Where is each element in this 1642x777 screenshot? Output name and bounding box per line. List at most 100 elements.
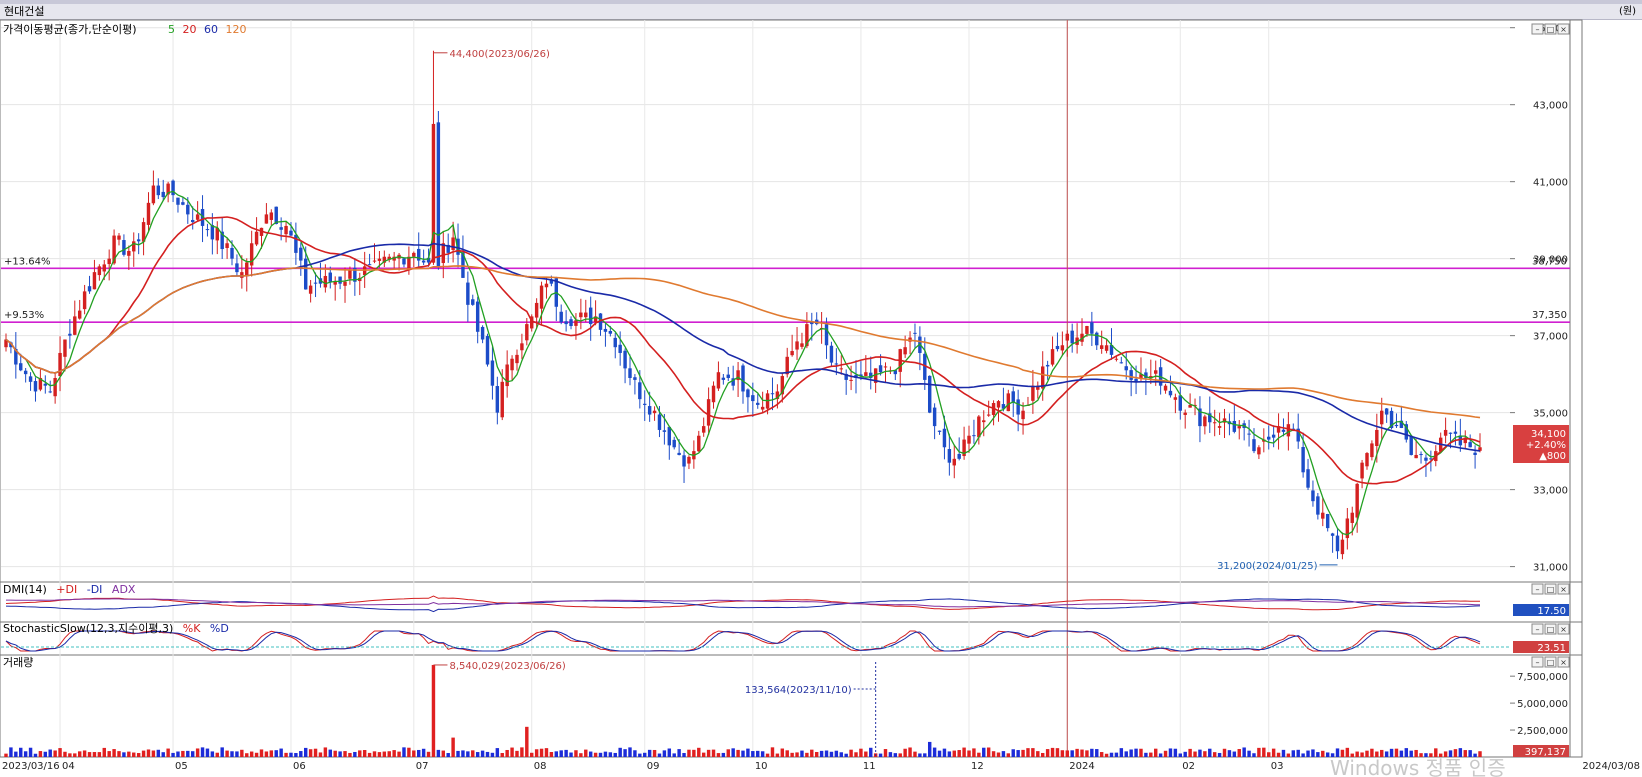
candle-body <box>53 377 57 397</box>
svg-text:□: □ <box>1547 658 1555 667</box>
volume-bar <box>348 752 352 757</box>
volume-bar <box>358 750 362 757</box>
candle-body <box>14 348 18 365</box>
candle-body <box>1355 483 1359 518</box>
volume-bar <box>544 748 549 757</box>
candle-body <box>913 332 917 334</box>
close-button[interactable]: × <box>1557 656 1570 668</box>
volume-bar <box>510 747 514 757</box>
candle-body <box>475 301 480 332</box>
month-label: 2024 <box>1069 761 1094 772</box>
volume-mark-annotation: 133,564(2023/11/10) <box>745 662 877 757</box>
volume-tick-label: 5,000,000 <box>1517 699 1568 710</box>
volume-bar <box>362 750 367 757</box>
candle-body <box>1276 426 1281 433</box>
price-tick-label: 43,000 <box>1533 101 1568 112</box>
maximize-button[interactable]: □ <box>1544 23 1557 35</box>
volume-bar <box>706 749 711 757</box>
candle-body <box>672 439 676 448</box>
candle-body <box>716 372 721 389</box>
volume-bar <box>23 751 28 757</box>
close-button[interactable]: × <box>1557 583 1570 595</box>
candle-body <box>431 123 436 263</box>
candle-body <box>932 407 937 427</box>
volume-bar <box>328 749 332 757</box>
volume-bar <box>1168 748 1173 757</box>
volume-bar <box>1350 753 1354 757</box>
volume-bar <box>1031 748 1035 757</box>
level-lower-value: 37,350 <box>1532 310 1567 321</box>
volume-bar <box>132 752 136 757</box>
candle-body <box>77 310 82 319</box>
volume-bar <box>947 751 952 757</box>
volume-bar <box>1345 747 1350 757</box>
candle-body <box>1257 447 1261 455</box>
candle-body <box>284 225 288 235</box>
volume-bar <box>859 748 863 757</box>
candle-body <box>156 185 161 196</box>
volume-bar <box>1154 748 1158 757</box>
volume-bar <box>274 750 278 757</box>
dmi-last-value: 17.50 <box>1537 606 1566 617</box>
close-button[interactable]: × <box>1557 23 1570 35</box>
volume-bar <box>898 753 902 757</box>
candle-body <box>780 376 785 395</box>
level-lower-pct: +9.53% <box>4 310 44 321</box>
maximize-button[interactable]: □ <box>1544 623 1557 635</box>
candle-body <box>240 272 244 278</box>
price-panel[interactable] <box>0 19 1583 583</box>
candle-body <box>28 376 33 382</box>
volume-bar <box>1438 753 1443 757</box>
price-tick-label: 37,000 <box>1533 332 1568 343</box>
candle-body <box>38 377 43 390</box>
volume-bar <box>731 748 735 757</box>
volume-bar <box>186 750 190 757</box>
candle-body <box>471 299 475 305</box>
volume-bar <box>1384 751 1389 757</box>
volume-bar <box>883 749 888 757</box>
minimize-button[interactable]: – <box>1531 656 1544 668</box>
volume-bar <box>343 751 347 757</box>
volume-bar <box>1458 748 1463 757</box>
svg-text:–: – <box>1536 585 1540 594</box>
volume-bar <box>1129 749 1133 757</box>
minimize-button[interactable]: – <box>1531 623 1544 635</box>
volume-bar <box>475 752 480 757</box>
volume-bar <box>397 751 401 757</box>
volume-bar <box>1109 752 1114 757</box>
candle-body <box>377 258 382 261</box>
volume-bar <box>539 748 544 757</box>
candle-body <box>1380 410 1384 425</box>
candle-body <box>927 375 932 413</box>
maximize-button[interactable]: □ <box>1544 583 1557 595</box>
dmi-minus-label: -DI <box>87 583 103 596</box>
volume-value-box: 397,137 <box>1513 745 1569 758</box>
minimize-button[interactable]: – <box>1531 23 1544 35</box>
candle-body <box>264 214 269 224</box>
volume-bar <box>431 664 436 757</box>
price-tick-label: 31,000 <box>1533 563 1568 574</box>
volume-bar <box>741 750 745 757</box>
volume-bar <box>77 751 82 757</box>
svg-text:×: × <box>1560 585 1567 594</box>
volume-bar <box>73 753 77 757</box>
volume-panel[interactable] <box>0 654 1583 758</box>
volume-bar <box>795 752 799 757</box>
candle-body <box>810 321 814 325</box>
volume-bar <box>849 749 853 757</box>
candle-body <box>1321 512 1325 519</box>
volume-bar <box>225 750 229 757</box>
volume-bar <box>436 749 441 757</box>
candle-body <box>1409 436 1413 455</box>
stoch-panel[interactable] <box>0 621 1583 656</box>
close-button[interactable]: × <box>1557 623 1570 635</box>
minimize-button[interactable]: – <box>1531 583 1544 595</box>
volume-bar <box>957 750 961 757</box>
candle-body <box>711 385 716 403</box>
maximize-button[interactable]: □ <box>1544 656 1557 668</box>
volume-bar <box>377 752 382 757</box>
candle-body <box>1267 436 1271 440</box>
candle-body <box>1325 514 1330 529</box>
volume-bar <box>1006 753 1011 757</box>
